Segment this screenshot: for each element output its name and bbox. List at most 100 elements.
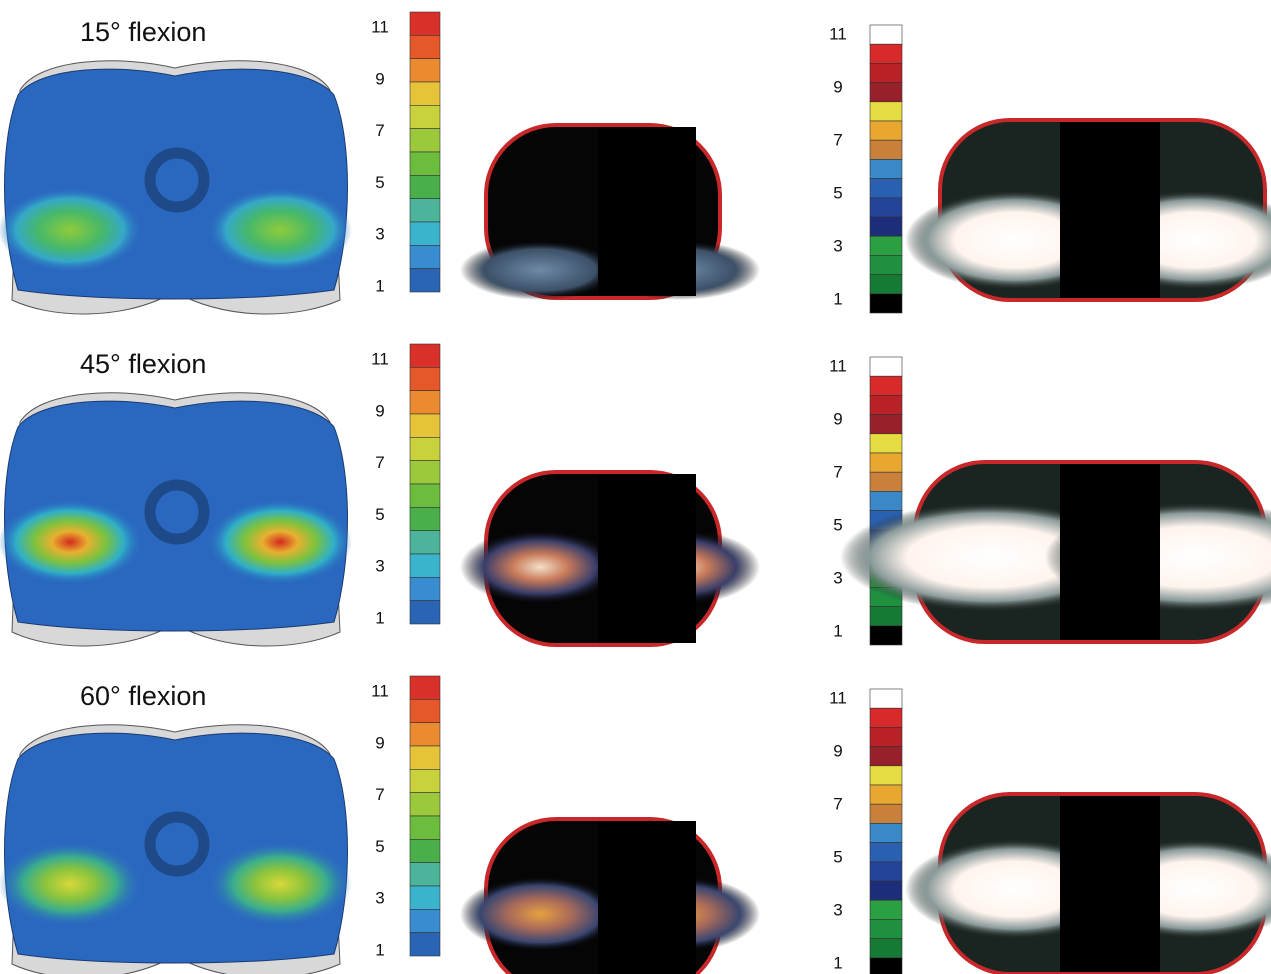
model-hotspot bbox=[0, 842, 142, 926]
film-image bbox=[905, 794, 1271, 974]
scale-tick-label: 3 bbox=[833, 568, 842, 587]
scale-segment bbox=[410, 222, 440, 245]
scale-tick-label: 7 bbox=[375, 453, 384, 472]
scale-segment bbox=[410, 507, 440, 530]
film-band bbox=[598, 474, 696, 643]
figure-row: 15° flexion11975311197531 bbox=[0, 12, 1271, 314]
row-label: 15° flexion bbox=[80, 17, 206, 47]
film-image bbox=[460, 819, 760, 974]
film-band bbox=[1060, 122, 1160, 298]
scale-tick-label: 5 bbox=[375, 173, 384, 192]
scale-segment bbox=[870, 63, 902, 82]
scale-tick-label: 11 bbox=[829, 688, 847, 707]
scale-tick-label: 5 bbox=[833, 183, 842, 202]
film-stain bbox=[460, 240, 620, 300]
scale-segment bbox=[870, 236, 902, 255]
scale-segment bbox=[410, 367, 440, 390]
scale-segment bbox=[870, 689, 902, 708]
scale-tick-label: 11 bbox=[829, 356, 847, 375]
scale-segment bbox=[410, 839, 440, 862]
figure-row: 45° flexion11975311197531 bbox=[0, 344, 1271, 646]
scale-segment bbox=[870, 217, 902, 236]
scale-segment bbox=[870, 843, 902, 862]
scale-tick-label: 9 bbox=[375, 401, 384, 420]
scale-segment bbox=[410, 816, 440, 839]
scale-tick-label: 3 bbox=[375, 889, 384, 908]
film-image bbox=[460, 472, 760, 645]
scale-segment bbox=[870, 275, 902, 294]
scale-segment bbox=[410, 699, 440, 722]
fe-model bbox=[0, 725, 352, 974]
film-band bbox=[1060, 796, 1160, 972]
scale-segment bbox=[870, 159, 902, 178]
scale-tick-label: 9 bbox=[375, 69, 384, 88]
scale-segment bbox=[410, 676, 440, 699]
scale-tick-label: 1 bbox=[833, 953, 842, 972]
scale-tick-label: 11 bbox=[829, 24, 847, 43]
scale-segment bbox=[410, 129, 440, 152]
film-band bbox=[598, 821, 696, 974]
scale-segment bbox=[410, 793, 440, 816]
scale-segment bbox=[870, 862, 902, 881]
film-stain bbox=[460, 876, 620, 952]
scale-tick-label: 5 bbox=[833, 515, 842, 534]
model-hotspot bbox=[208, 842, 352, 926]
film-band bbox=[598, 127, 696, 296]
scale-tick-label: 3 bbox=[833, 236, 842, 255]
scale-tick-label: 3 bbox=[833, 900, 842, 919]
row-label: 60° flexion bbox=[80, 681, 206, 711]
scale-segment bbox=[870, 453, 902, 472]
scale-segment bbox=[870, 727, 902, 746]
scale-tick-label: 11 bbox=[371, 17, 389, 36]
scale-segment bbox=[870, 376, 902, 395]
scale-tick-label: 5 bbox=[375, 837, 384, 856]
scale-segment bbox=[870, 102, 902, 121]
scale-segment bbox=[870, 626, 902, 645]
scale-segment bbox=[870, 823, 902, 842]
scale-tick-label: 7 bbox=[833, 130, 842, 149]
scale-segment bbox=[410, 175, 440, 198]
scale-segment bbox=[870, 766, 902, 785]
scale-segment bbox=[870, 255, 902, 274]
scale-tick-label: 1 bbox=[375, 940, 384, 959]
film-image bbox=[905, 120, 1271, 300]
scale-segment bbox=[870, 294, 902, 313]
scale-segment bbox=[410, 863, 440, 886]
scale-tick-label: 7 bbox=[375, 121, 384, 140]
scale-tick-label: 7 bbox=[833, 794, 842, 813]
scale-tick-label: 1 bbox=[833, 621, 842, 640]
scale-tick-label: 11 bbox=[371, 681, 389, 700]
film-image bbox=[840, 462, 1271, 642]
model-hotspot bbox=[208, 500, 352, 584]
scale-segment bbox=[870, 881, 902, 900]
scale-segment bbox=[870, 472, 902, 491]
film-band bbox=[1060, 464, 1160, 640]
scale-tick-label: 1 bbox=[375, 276, 384, 295]
scale-segment bbox=[870, 607, 902, 626]
scale-segment bbox=[870, 44, 902, 63]
scale-segment bbox=[870, 179, 902, 198]
scale-segment bbox=[870, 958, 902, 974]
scale-tick-label: 9 bbox=[375, 733, 384, 752]
scale-segment bbox=[410, 82, 440, 105]
scale-tick-label: 9 bbox=[833, 77, 842, 96]
scale-segment bbox=[870, 415, 902, 434]
scale-segment bbox=[870, 785, 902, 804]
page: 15° flexion1197531119753145° flexion1197… bbox=[0, 0, 1271, 974]
scale-segment bbox=[870, 939, 902, 958]
fe-model bbox=[0, 393, 352, 646]
scale-segment bbox=[410, 461, 440, 484]
scale-tick-label: 7 bbox=[375, 785, 384, 804]
scale-segment bbox=[870, 25, 902, 44]
scale-segment bbox=[410, 933, 440, 956]
scale-tick-label: 1 bbox=[833, 289, 842, 308]
scale-segment bbox=[410, 199, 440, 222]
scale-segment bbox=[870, 919, 902, 938]
scale-tick-label: 3 bbox=[375, 557, 384, 576]
model-hotspot bbox=[0, 188, 142, 272]
scale-segment bbox=[410, 344, 440, 367]
scale-segment bbox=[870, 198, 902, 217]
scale-segment bbox=[410, 245, 440, 268]
scale-segment bbox=[410, 35, 440, 58]
